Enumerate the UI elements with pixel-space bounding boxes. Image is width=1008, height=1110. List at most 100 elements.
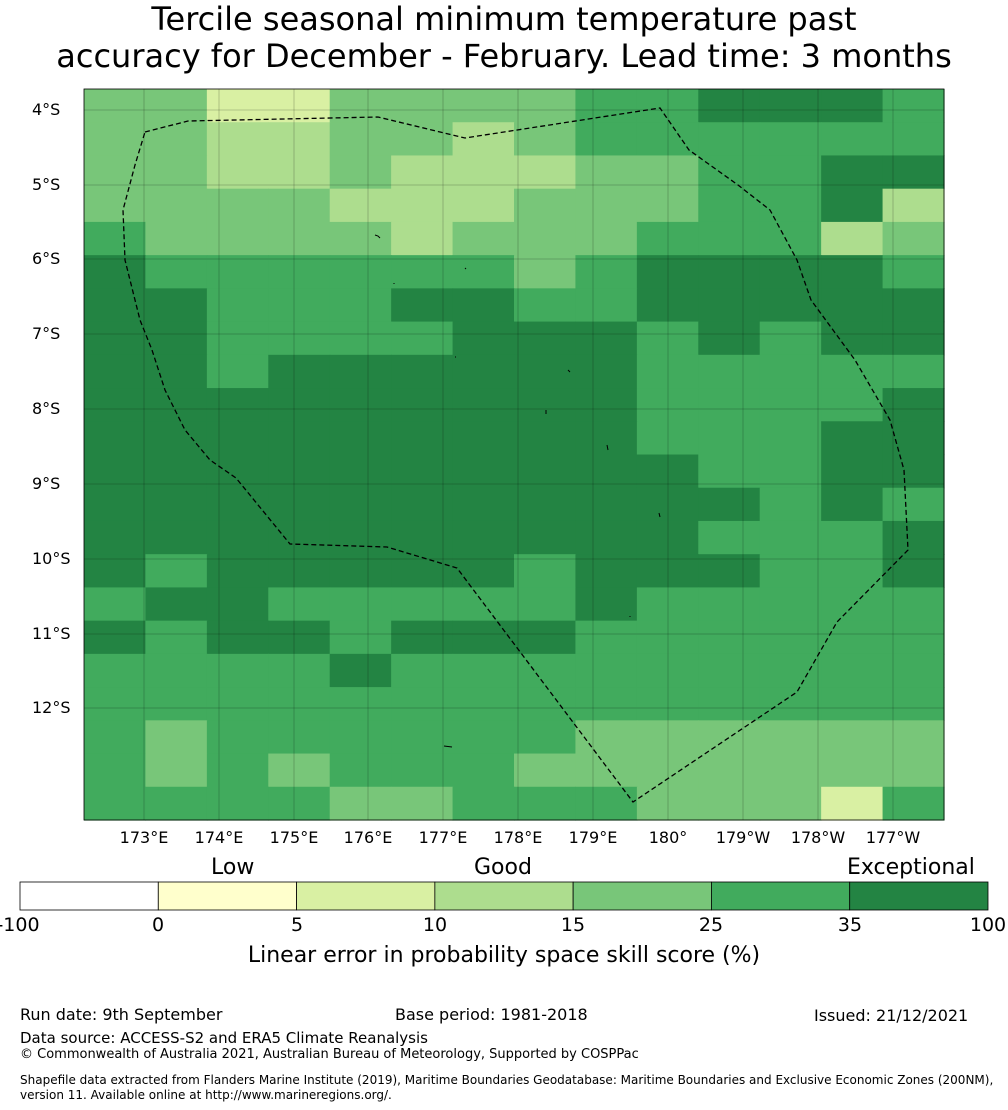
grid-cell xyxy=(882,421,945,456)
grid-cell xyxy=(206,587,269,622)
grid-cell xyxy=(329,786,392,821)
grid-cell xyxy=(84,587,147,622)
chart-title-line-2: accuracy for December - February. Lead t… xyxy=(56,37,952,75)
grid-cell xyxy=(514,454,577,489)
grid-cell xyxy=(329,155,392,190)
colorbar xyxy=(19,881,989,911)
grid-cell xyxy=(145,188,208,223)
grid-cell xyxy=(452,321,515,356)
grid-cell xyxy=(821,288,884,323)
grid-cell xyxy=(84,155,147,190)
grid-cell xyxy=(268,454,331,489)
grid-cell xyxy=(329,388,392,422)
grid-cell xyxy=(206,454,269,489)
grid-cell xyxy=(698,620,761,655)
grid-cell xyxy=(206,188,269,223)
copyright: © Commonwealth of Australia 2021, Austra… xyxy=(20,1047,639,1062)
grid-cell xyxy=(452,255,515,289)
grid-cell xyxy=(759,255,822,289)
grid-cell xyxy=(882,454,945,489)
grid-cell xyxy=(698,388,761,422)
grid-cell xyxy=(698,155,761,190)
grid-cell xyxy=(636,753,699,788)
grid-cell xyxy=(206,89,269,123)
grid-cell xyxy=(575,89,638,123)
grid-cell xyxy=(821,454,884,489)
lon-label: 180° xyxy=(648,828,688,847)
grid-cell xyxy=(268,155,331,190)
grid-cell xyxy=(452,554,515,589)
grid-cell xyxy=(391,720,454,755)
grid-cell xyxy=(329,587,392,622)
grid-cell xyxy=(514,421,577,456)
colorbar-tick: 15 xyxy=(560,914,586,936)
lat-label: 11°S xyxy=(32,624,71,643)
grid-cell xyxy=(514,354,577,389)
grid-cell xyxy=(882,354,945,389)
grid-cell xyxy=(821,255,884,289)
grid-cell xyxy=(391,653,454,688)
colorbar-title: Linear error in probability space skill … xyxy=(247,943,761,968)
skill-score-grid xyxy=(84,89,945,821)
grid-cell xyxy=(84,454,147,489)
grid-cell xyxy=(882,155,945,190)
grid-cell xyxy=(145,620,208,655)
grid-cell xyxy=(821,487,884,522)
colorbar-tick: 35 xyxy=(837,914,863,936)
chart-title-line-1: Tercile seasonal minimum temperature pas… xyxy=(151,0,857,38)
grid-cell xyxy=(759,221,822,256)
grid-cell xyxy=(145,255,208,289)
grid-cell xyxy=(698,520,761,555)
grid-cell xyxy=(452,520,515,555)
grid-cell xyxy=(821,786,884,821)
grid-cell xyxy=(452,388,515,422)
grid-cell xyxy=(391,421,454,456)
grid-cell xyxy=(206,520,269,555)
colorbar-tick: -100 xyxy=(0,914,40,936)
grid-cell xyxy=(575,321,638,356)
colorbar-tick: 10 xyxy=(422,914,448,936)
grid-cell xyxy=(636,520,699,555)
lat-label: 7°S xyxy=(32,324,61,343)
island xyxy=(443,745,453,748)
grid-cell xyxy=(145,89,208,123)
grid-cell xyxy=(268,255,331,289)
grid-cell xyxy=(821,421,884,456)
lon-label: 179°W xyxy=(715,828,771,847)
grid-cell xyxy=(268,89,331,123)
grid-cell xyxy=(759,753,822,788)
grid-cell xyxy=(514,786,577,821)
colorbar-segment xyxy=(157,881,297,911)
grid-cell xyxy=(575,454,638,489)
grid-cell xyxy=(514,687,577,721)
grid-cell xyxy=(821,122,884,157)
colorbar-tick: 0 xyxy=(151,914,165,936)
lon-label: 179°E xyxy=(568,828,618,847)
grid-cell xyxy=(636,321,699,356)
grid-cell xyxy=(84,620,147,655)
island xyxy=(606,444,609,451)
grid-cell xyxy=(698,255,761,289)
grid-cell xyxy=(391,753,454,788)
grid-cell xyxy=(821,554,884,589)
grid-cell xyxy=(759,155,822,190)
grid-cell xyxy=(575,653,638,688)
grid-cell xyxy=(206,753,269,788)
lat-label: 9°S xyxy=(32,474,61,493)
grid-cell xyxy=(821,753,884,788)
grid-cell xyxy=(821,221,884,256)
grid-cell xyxy=(84,554,147,589)
island xyxy=(464,267,467,270)
grid-cell xyxy=(268,620,331,655)
grid-cell xyxy=(391,487,454,522)
grid-cell xyxy=(206,687,269,721)
grid-cell xyxy=(391,587,454,622)
island xyxy=(374,234,381,239)
lon-label: 178°E xyxy=(493,828,543,847)
grid-cell xyxy=(698,188,761,223)
grid-cell xyxy=(84,255,147,289)
colorbar-segment xyxy=(296,881,436,911)
grid-cell xyxy=(268,520,331,555)
grid-cell xyxy=(514,221,577,256)
grid-cell xyxy=(575,753,638,788)
